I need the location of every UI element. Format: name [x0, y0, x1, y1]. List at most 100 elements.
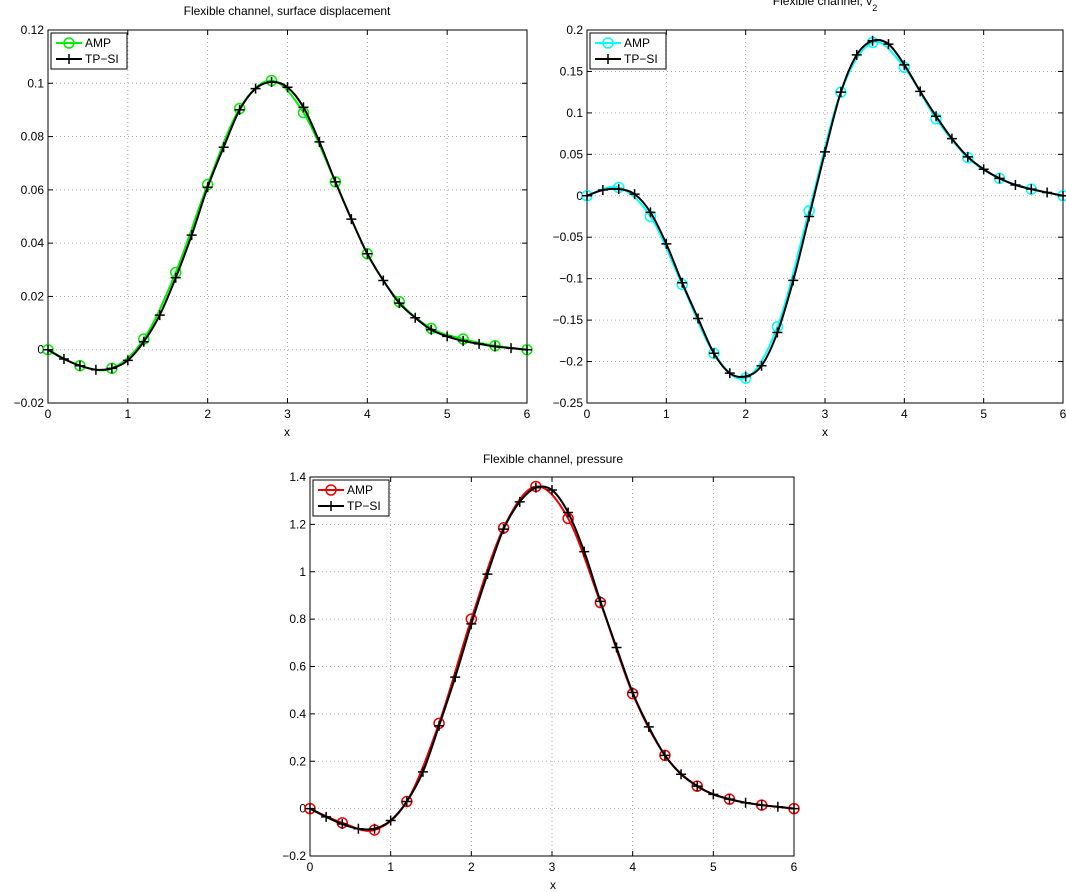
data-point — [724, 368, 735, 379]
data-point — [122, 355, 133, 366]
data-point — [394, 298, 405, 309]
y-tick-label: 1.2 — [289, 517, 306, 531]
plot-area — [586, 29, 1064, 404]
y-tick-label: 1 — [299, 565, 306, 579]
data-point — [202, 182, 213, 193]
legend-marker — [326, 501, 336, 511]
data-point — [1042, 187, 1053, 198]
legend-entry: TP−SI — [318, 499, 381, 513]
chart-title-main: Flexible channel, v — [773, 0, 872, 8]
data-point — [962, 151, 973, 162]
y-tick-label: −0.2 — [282, 849, 306, 863]
x-tick-label: 6 — [1060, 407, 1066, 421]
data-point — [661, 238, 672, 249]
y-tick-label: −0.1 — [559, 272, 583, 286]
data-point — [458, 335, 469, 346]
data-point — [43, 344, 53, 355]
data-point — [883, 39, 894, 50]
data-point — [946, 133, 957, 144]
x-tick-label: 1 — [124, 407, 131, 421]
legend-label: TP−SI — [347, 499, 381, 513]
x-tick-label: 5 — [710, 860, 717, 874]
x-tick-label: 6 — [791, 860, 798, 874]
x-tick-label: 5 — [980, 407, 987, 421]
data-point — [899, 59, 910, 70]
data-point — [417, 766, 428, 777]
data-point — [378, 275, 389, 286]
data-point — [337, 819, 348, 830]
data-point — [410, 312, 421, 323]
data-point — [772, 327, 783, 338]
legend-marker — [602, 37, 614, 49]
data-point — [643, 721, 654, 732]
legend-label: AMP — [85, 36, 111, 50]
data-point — [931, 111, 942, 122]
y-tick-label: 0 — [576, 189, 583, 203]
y-tick-label: 0 — [299, 802, 306, 816]
legend-marker — [63, 37, 75, 49]
legend-entry: AMP — [595, 36, 650, 50]
data-point — [659, 750, 670, 761]
data-point — [401, 796, 412, 807]
legend: AMP TP−SI — [589, 32, 667, 70]
legend-box — [50, 32, 128, 70]
y-tick-label: −0.25 — [553, 396, 584, 410]
legend-marker — [603, 54, 613, 64]
y-tick-label: −0.05 — [553, 230, 584, 244]
series-line — [47, 79, 528, 372]
data-point — [820, 146, 830, 157]
x-tick-label: 2 — [204, 407, 211, 421]
data-point — [804, 211, 815, 222]
data-point — [106, 363, 117, 374]
data-point — [170, 272, 181, 283]
chart-title: Flexible channel, pressure — [483, 452, 623, 466]
legend-entry: TP−SI — [56, 52, 119, 66]
legend-entry: AMP — [318, 483, 373, 497]
data-point — [756, 360, 767, 371]
data-point — [426, 324, 437, 335]
legend-entry: TP−SI — [595, 52, 658, 66]
data-point — [434, 720, 445, 731]
y-tick-label: 0 — [37, 343, 44, 357]
pressure-chart: Flexible channel, pressure 0 1 2 3 4 5 6−0.200… — [282, 452, 800, 892]
data-point — [582, 190, 592, 201]
data-point — [522, 344, 532, 355]
y-tick-label: 0.04 — [21, 236, 45, 250]
y-tick-label: 0.2 — [289, 754, 306, 768]
legend-box — [312, 479, 390, 517]
data-point — [692, 781, 703, 792]
x-tick-label: 1 — [663, 407, 670, 421]
surface-displacement-chart: Flexible channel, surface displacement 0… — [14, 4, 533, 421]
legend-label: AMP — [624, 36, 650, 50]
data-point — [835, 87, 846, 98]
legend-marker — [325, 484, 337, 496]
x-tick-label: 6 — [524, 407, 531, 421]
data-point — [915, 86, 926, 97]
data-point — [498, 524, 509, 535]
x-tick-label: 5 — [444, 407, 451, 421]
data-point — [305, 803, 315, 814]
x-tick-label: 4 — [364, 407, 371, 421]
data-point — [466, 618, 477, 629]
data-point — [1058, 190, 1066, 201]
data-point — [90, 364, 101, 375]
data-point — [353, 823, 364, 834]
data-point — [789, 803, 799, 814]
data-point — [506, 343, 517, 354]
data-point — [595, 596, 606, 607]
chart-title: Flexible channel, surface displacement — [184, 4, 391, 18]
y-tick-label: 1.4 — [289, 470, 306, 484]
y-tick-label: 0.15 — [560, 64, 584, 78]
legend: AMP TP−SI — [312, 479, 390, 517]
data-point — [772, 801, 783, 812]
data-point — [994, 173, 1005, 184]
y-tick-label: −0.02 — [14, 396, 45, 410]
y-tick-label: 0.2 — [566, 23, 583, 37]
x-tick-label: 0 — [584, 407, 591, 421]
data-point — [740, 797, 751, 808]
data-point — [579, 546, 590, 557]
data-point — [1010, 180, 1021, 191]
data-point — [629, 189, 640, 200]
data-point — [597, 184, 608, 195]
